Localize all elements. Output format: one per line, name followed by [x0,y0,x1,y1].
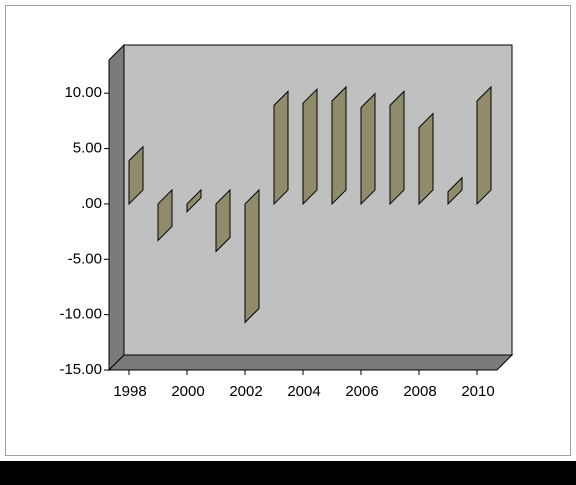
x-tick-label: 1998 [113,383,146,400]
y-tick-label: -15.00 [59,361,102,378]
left-wall [108,43,125,372]
floor [107,354,514,371]
bar [244,188,260,324]
x-tick-label: 2010 [461,383,494,400]
x-tick-label: 2004 [287,383,320,400]
bar [331,85,347,206]
bar [302,87,318,206]
bar [476,85,492,206]
bar [389,90,405,206]
y-tick-label: -5.00 [68,250,102,267]
bar [215,188,231,253]
bottom-bar [0,461,576,485]
bar [360,92,376,206]
bar [447,176,463,206]
bar [157,188,173,242]
x-tick-label: 2002 [229,383,262,400]
x-tick-label: 2006 [345,383,378,400]
y-tick-label: 5.00 [73,140,102,157]
y-tick-label: .00 [81,195,102,212]
x-tick-label: 2008 [403,383,436,400]
y-tick-label: 10.00 [64,84,102,101]
bar [128,145,144,206]
bar [273,90,289,206]
y-tick-label: -10.00 [59,306,102,323]
bar [418,112,434,206]
back-wall [123,44,513,356]
plot: -15.00 -10.00 -5.00 .00 5.00 10.00 1998 2000 200… [59,84,494,400]
x-tick-label: 2000 [171,383,204,400]
bar [186,188,202,213]
